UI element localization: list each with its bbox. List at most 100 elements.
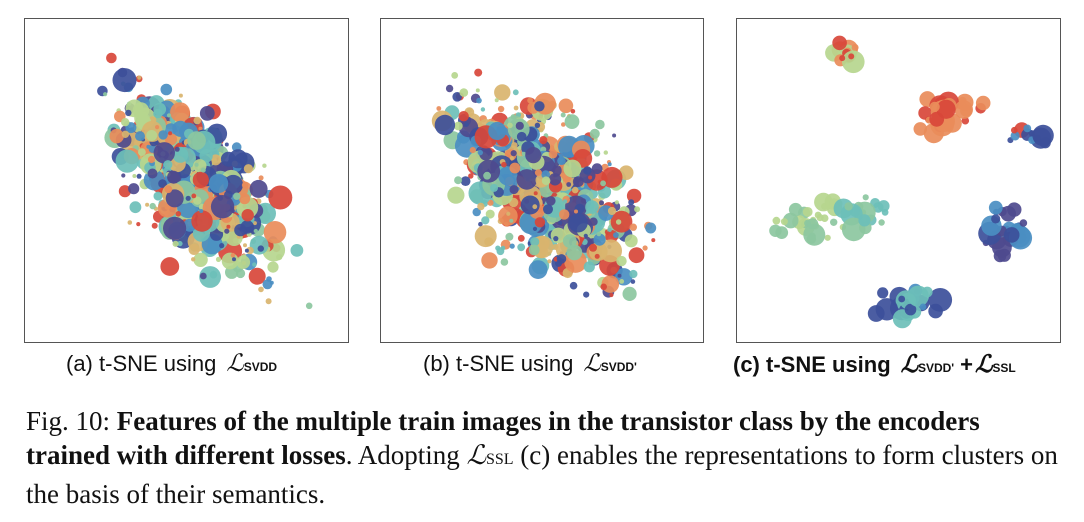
- scatter-point: [622, 286, 637, 301]
- scatter-point: [534, 169, 542, 177]
- scatter-point: [477, 149, 483, 156]
- scatter-point: [560, 112, 566, 118]
- scatter-point: [121, 130, 130, 138]
- scatter-point: [651, 238, 656, 243]
- scatter-point: [199, 272, 207, 280]
- scatter-point: [607, 206, 617, 216]
- scatter-point: [507, 122, 513, 129]
- scatter-point: [233, 192, 241, 200]
- scatter-point: [509, 243, 515, 249]
- figure-body-pre: . Adopting: [345, 440, 467, 470]
- figure-caption: Fig. 10: Features of the multiple train …: [26, 404, 1066, 511]
- scatter-point: [477, 202, 485, 211]
- scatter-point: [224, 142, 229, 147]
- scatter-point: [166, 113, 172, 118]
- loss-symbol-caption: ℒSSL: [466, 440, 514, 471]
- scatter-point: [221, 252, 239, 270]
- scatter-point: [145, 202, 150, 207]
- scatter-point: [253, 228, 258, 234]
- scatter-point: [512, 89, 519, 96]
- scatter-point: [619, 279, 625, 284]
- scatter-point: [1011, 126, 1018, 134]
- scatter-point: [898, 295, 906, 303]
- scatter-point: [517, 243, 526, 252]
- scatter-point: [520, 195, 540, 215]
- scatter-point: [589, 128, 600, 139]
- scatter-point: [193, 116, 202, 125]
- scatter-point: [616, 255, 627, 267]
- scatter-point: [991, 214, 1001, 224]
- scatter-point: [534, 101, 545, 112]
- scatter-point: [445, 84, 454, 93]
- scatter-point: [458, 111, 469, 122]
- scatter-point: [558, 98, 574, 114]
- scatter-point: [239, 193, 251, 205]
- scatter-point: [106, 52, 117, 64]
- scatter-point: [192, 171, 209, 188]
- scatter-point: [528, 244, 540, 256]
- scatter-point: [600, 180, 606, 187]
- scatter-point: [132, 102, 150, 119]
- scatter-point: [135, 131, 145, 142]
- scatter-point: [109, 128, 124, 144]
- scatter-point: [612, 133, 617, 138]
- scatter-point: [481, 252, 498, 269]
- scatter-point: [624, 234, 638, 248]
- scatter-point: [539, 136, 548, 145]
- scatter-point: [1023, 124, 1032, 133]
- scatter-point: [594, 253, 600, 259]
- scatter-point: [614, 200, 619, 205]
- scatter-point: [842, 50, 865, 74]
- loss-subscript: SVDD': [917, 361, 955, 375]
- scatter-point: [509, 162, 521, 174]
- scatter-point: [1003, 227, 1020, 243]
- scatter-point: [516, 131, 527, 142]
- scatter-point: [174, 146, 180, 152]
- scatter-point: [559, 209, 570, 220]
- scatter-point: [163, 216, 187, 240]
- scatter-point: [858, 214, 871, 227]
- scatter-point: [788, 202, 803, 217]
- scatter-point: [453, 121, 463, 131]
- scatter-point: [877, 287, 889, 299]
- scatter-point: [191, 257, 196, 262]
- scatter-point: [782, 212, 799, 229]
- scatter-point: [178, 93, 183, 98]
- scatter-point: [121, 173, 126, 178]
- loss-symbol: ℒSVDD: [226, 349, 278, 377]
- scatter-point: [772, 216, 781, 225]
- scatter-point: [497, 105, 505, 113]
- scatter-point: [468, 173, 474, 179]
- scatter-point: [918, 106, 932, 120]
- scatter-point: [642, 245, 648, 251]
- scatter-point: [532, 204, 538, 210]
- scatter-point: [907, 285, 929, 307]
- scatter-point: [112, 68, 137, 93]
- subcaption-c-text: (c) t-SNE using: [733, 352, 891, 377]
- scatter-point: [534, 217, 546, 228]
- scatter-point: [521, 151, 526, 157]
- loss-symbol: ℒSVDD': [900, 349, 955, 378]
- scatter-point: [147, 168, 158, 179]
- scatter-point: [193, 196, 202, 205]
- subcaption-b-text: (b) t-SNE using: [423, 351, 574, 376]
- scatter-point: [583, 233, 588, 238]
- scatter-point: [562, 234, 577, 249]
- scatter-point: [163, 160, 173, 170]
- scatter-point: [436, 106, 442, 111]
- scatter-point: [501, 161, 507, 168]
- scatter-point: [262, 279, 273, 290]
- scatter-point: [209, 270, 218, 279]
- scatter-point: [533, 191, 538, 196]
- scatter-point: [1010, 131, 1020, 141]
- scatter-point: [128, 183, 140, 195]
- scatter-point: [224, 228, 230, 234]
- scatter-point: [500, 245, 506, 251]
- scatter-point: [187, 131, 206, 150]
- scatter-point: [600, 283, 607, 291]
- scatter-point: [494, 98, 499, 103]
- scatter-point: [532, 226, 538, 231]
- scatter-point: [510, 114, 517, 120]
- scatter-point: [268, 185, 293, 210]
- scatter-point: [610, 210, 633, 233]
